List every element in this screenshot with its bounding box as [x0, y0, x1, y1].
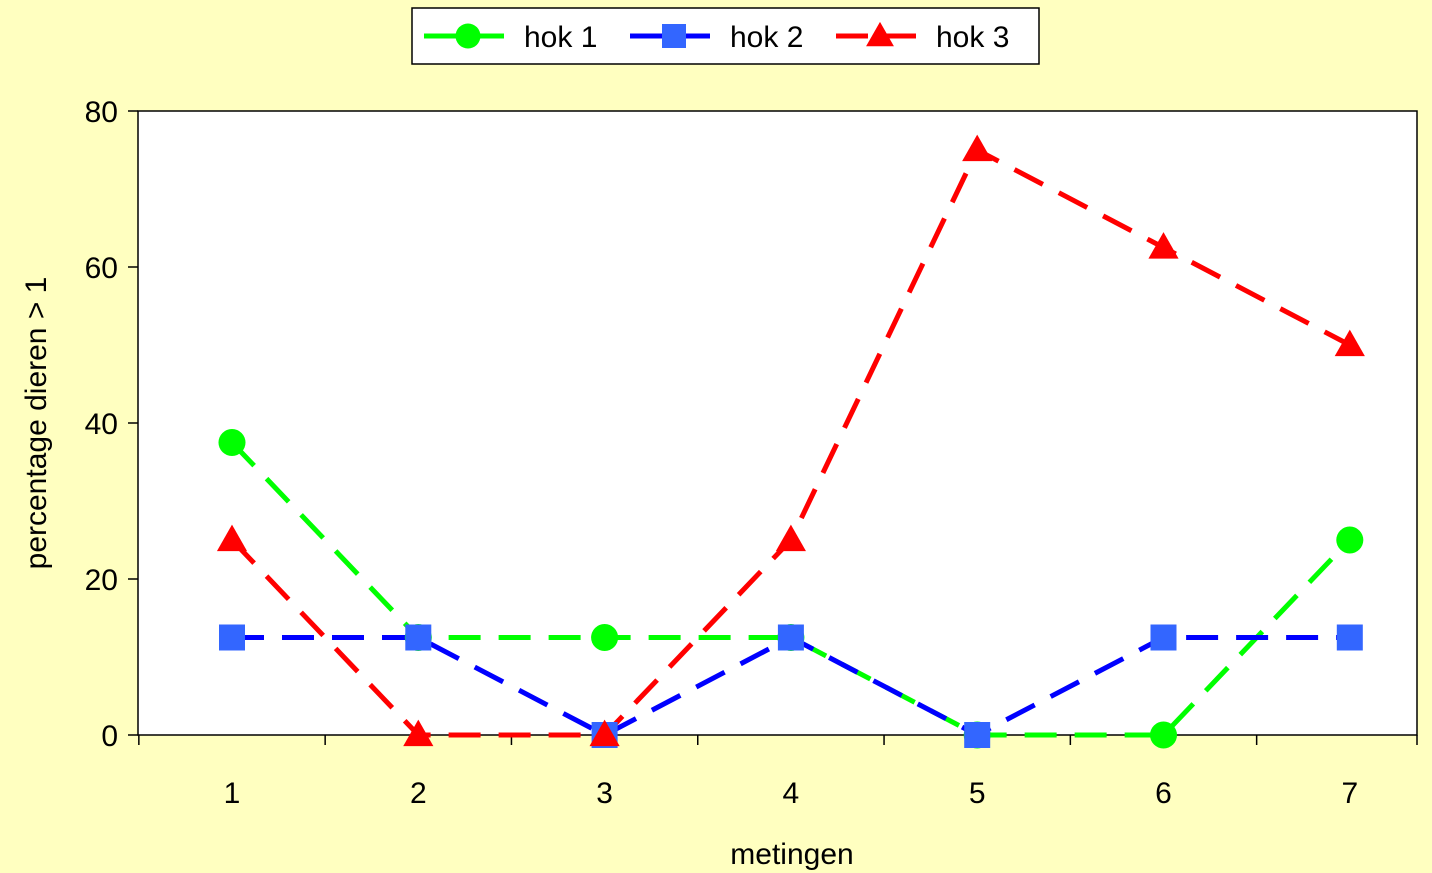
y-tick-label: 60: [85, 252, 118, 285]
x-axis: 1 2 3 4 5 6 7: [138, 735, 1418, 810]
y-tick-label: 0: [101, 720, 118, 753]
x-tick-label: 5: [969, 777, 986, 810]
x-tick-label: 1: [224, 777, 241, 810]
x-tick-label: 7: [1341, 777, 1358, 810]
data-point: [866, 21, 894, 47]
legend-label: hok 3: [936, 21, 1009, 54]
plot-area: [137, 110, 1418, 736]
y-tick-label: 20: [85, 564, 118, 597]
legend-label: hok 1: [524, 21, 597, 54]
markers-hok-3: [216, 134, 1365, 747]
data-point: [216, 524, 248, 552]
y-axis-label: percentage dieren > 1: [20, 277, 53, 570]
data-point: [218, 428, 246, 457]
legend-box: [411, 7, 1040, 65]
legend-entry: hok 3: [836, 21, 1009, 54]
data-point: [1336, 526, 1364, 554]
data-point: [589, 719, 620, 747]
legend-label: hok 2: [730, 21, 803, 54]
data-point: [1334, 329, 1365, 357]
data-point: [964, 722, 991, 748]
data-point: [1336, 624, 1363, 651]
data-point: [775, 524, 806, 552]
data-point: [403, 719, 434, 747]
legend-entry: hok 2: [630, 21, 803, 54]
data-point: [405, 624, 432, 651]
x-axis-label: metingen: [730, 838, 853, 871]
legend: hok 1 hok 2 hok 3: [411, 7, 1040, 65]
data-point: [1148, 232, 1179, 259]
y-tick-label: 80: [85, 96, 118, 129]
x-tick-label: 2: [410, 777, 427, 810]
series-layer: [216, 134, 1365, 749]
x-tick-label: 3: [596, 777, 613, 810]
data-point: [1149, 721, 1178, 749]
legend-entry: hok 1: [424, 21, 597, 54]
y-tick-label: 40: [85, 408, 118, 441]
data-point: [219, 624, 245, 651]
data-point: [1150, 624, 1177, 651]
x-tick-label: 6: [1155, 777, 1172, 810]
data-point: [455, 23, 481, 49]
data-point: [591, 623, 619, 652]
x-tick-label: 4: [783, 777, 800, 810]
data-point: [662, 24, 686, 48]
data-point: [777, 624, 804, 651]
y-axis: 0 20 40 60 80: [85, 96, 138, 753]
data-point: [962, 134, 993, 162]
